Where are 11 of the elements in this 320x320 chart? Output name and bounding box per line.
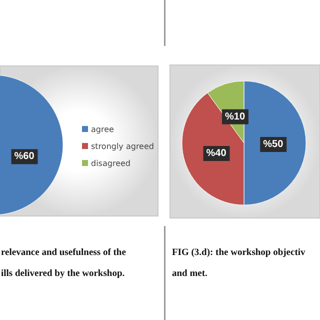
data-label: %10: [224, 111, 246, 122]
data-label: %50: [263, 139, 284, 150]
data-label: %40: [206, 148, 227, 160]
text: ills delivered by the workshop.: [1, 269, 125, 279]
legend-label: disagreed: [91, 159, 130, 168]
text: and met.: [172, 269, 208, 279]
text: relevance and usefulness of the: [1, 248, 126, 258]
legend-label: agree: [91, 125, 114, 134]
text: FIG (3.d): the workshop objectiv: [172, 248, 306, 258]
legend-label: strongly agreed: [91, 142, 154, 151]
data-label: %60: [14, 151, 35, 162]
